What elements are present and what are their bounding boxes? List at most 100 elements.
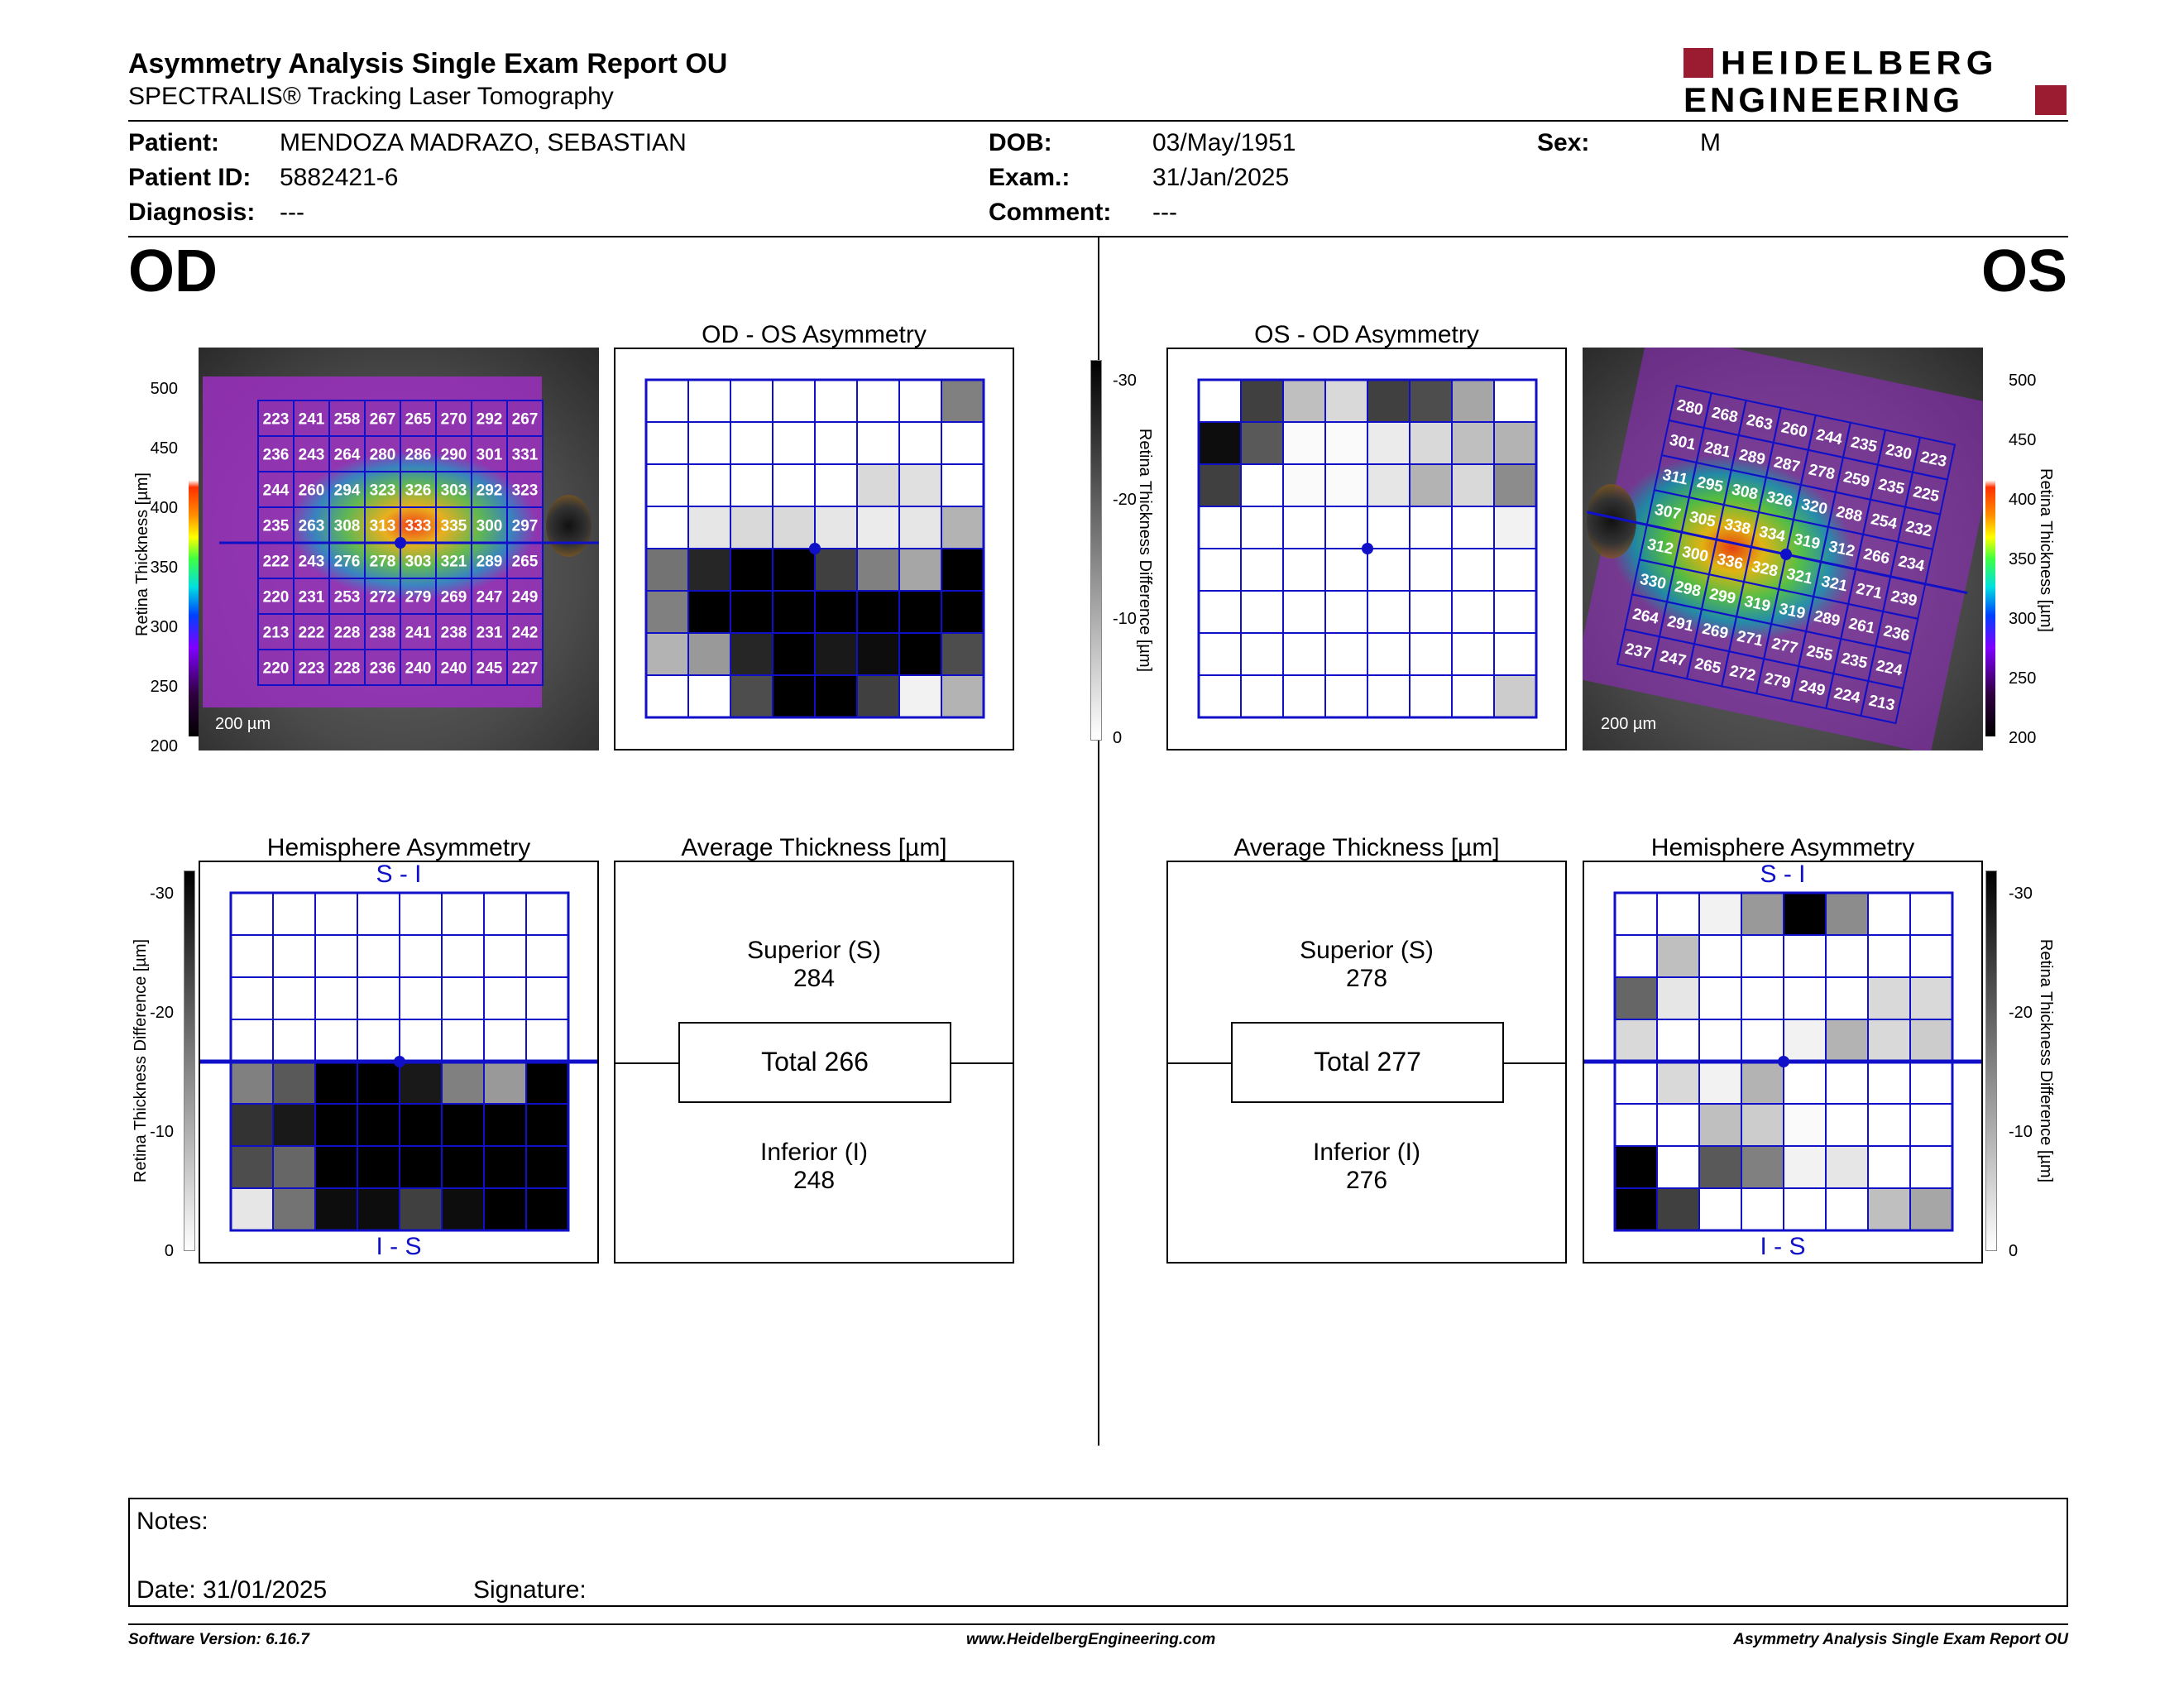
os-hemi-cell-6-2 [1698,1145,1742,1189]
os-map-value-3-7: 234 [1897,553,1927,575]
center-tick-10: -10 [1113,610,1137,628]
od-hemi-tick-10: -10 [150,1123,174,1141]
os-hemisphere-panel: S - I I - S [1583,861,1983,1264]
os-hemi-cell-2-3 [1741,976,1784,1020]
od-asym-cell-0-2 [730,379,774,423]
os-asym-cell-7-1 [1240,674,1284,718]
os-asym-cell-1-5 [1409,421,1453,465]
sex-label: Sex: [1537,129,1590,156]
od-hemi-cell-0-7 [525,892,569,936]
od-asym-cell-2-2 [730,463,774,507]
od-asym-cell-6-1 [687,632,731,676]
od-asym-cell-0-4 [814,379,858,423]
od-asym-cell-3-0 [645,506,689,549]
od-hemi-cell-7-6 [483,1187,527,1231]
os-map-value-0-7: 223 [1919,448,1948,471]
os-hemi-cell-0-6 [1867,892,1911,936]
od-hemi-cell-4-3 [357,1061,400,1105]
od-map-value-4-6: 289 [477,554,503,571]
od-hemi-cell-4-2 [314,1061,358,1105]
os-map-value-0-5: 235 [1849,434,1879,456]
os-map-value-1-3: 287 [1772,453,1801,476]
os-asym-cell-3-4 [1367,506,1410,549]
od-map-value-0-3: 267 [370,411,396,429]
os-asym-cell-7-2 [1282,674,1326,718]
od-map-value-4-0: 222 [263,554,290,571]
od-hemi-cell-1-3 [357,934,400,978]
od-map-value-0-1: 241 [299,411,325,429]
os-asym-cell-5-6 [1451,590,1495,634]
os-map-value-5-2: 299 [1707,586,1736,608]
os-map-value-2-1: 295 [1695,473,1725,496]
os-map-value-6-0: 264 [1631,606,1660,628]
os-asym-cell-0-4 [1367,379,1410,423]
os-hemi-cell-0-1 [1656,892,1700,936]
od-map-value-7-6: 245 [477,660,503,678]
od-map-value-6-1: 222 [299,625,325,642]
os-map-cell-7-7 [1860,679,1904,725]
od-hemi-cell-3-6 [483,1019,527,1062]
os-asym-cell-1-1 [1240,421,1284,465]
os-hemi-cell-6-3 [1741,1145,1784,1189]
os-asym-cell-4-5 [1409,548,1453,592]
os-hemi-cell-0-0 [1614,892,1658,936]
os-map-value-2-7: 232 [1904,518,1933,540]
od-inferior-label: Inferior (I) [759,1139,869,1166]
od-hemi-cell-3-1 [272,1019,316,1062]
os-asym-cell-5-2 [1282,590,1326,634]
sex-value: M [1700,129,1721,156]
os-asym-fovea-dot [1362,543,1373,554]
od-asym-cell-0-0 [645,379,689,423]
od-hemi-cell-4-1 [272,1061,316,1105]
footer-url[interactable]: www.HeidelbergEngineering.com [966,1631,1216,1648]
od-asym-cell-4-2 [730,548,774,592]
os-hemi-cell-1-7 [1909,934,1953,978]
os-map-value-6-1: 291 [1665,613,1695,635]
od-map-value-6-7: 242 [512,625,539,642]
os-hemi-cell-5-4 [1783,1103,1827,1147]
od-average-title: Average Thickness [µm] [681,834,947,861]
od-hemi-cell-4-7 [525,1061,569,1105]
od-hemi-cell-7-1 [272,1187,316,1231]
od-map-value-1-4: 286 [405,447,432,464]
os-map-horizontal-line [1587,511,1968,595]
os-hemi-cell-7-5 [1825,1187,1869,1231]
od-map-value-2-2: 294 [334,482,361,500]
os-tick-500: 500 [2009,372,2037,390]
os-asym-cell-0-1 [1240,379,1284,423]
od-map-value-7-5: 240 [441,660,467,678]
od-asym-cell-7-3 [772,674,816,718]
os-hemi-cell-5-2 [1698,1103,1742,1147]
os-hemi-cell-6-0 [1614,1145,1658,1189]
os-map-value-6-3: 271 [1736,628,1765,650]
os-hemi-cell-3-6 [1867,1019,1911,1062]
os-map-value-7-2: 265 [1693,655,1723,678]
os-hemi-cell-1-6 [1867,934,1911,978]
os-map-value-4-4: 321 [1785,565,1815,587]
os-map-value-3-1: 305 [1688,509,1717,531]
od-map-value-1-5: 290 [441,447,467,464]
os-hemi-cell-7-0 [1614,1187,1658,1231]
os-hemi-cell-6-7 [1909,1145,1953,1189]
os-map-value-2-4: 320 [1799,496,1828,518]
os-hemi-cell-4-7 [1909,1061,1953,1105]
os-asym-cell-3-7 [1493,506,1537,549]
od-hemi-cell-1-2 [314,934,358,978]
os-asymmetry-panel [1166,348,1567,750]
os-hemi-tick-20: -20 [2009,1004,2033,1022]
optic-disc-od [546,495,592,557]
od-asym-cell-5-0 [645,590,689,634]
od-asym-cell-1-6 [898,421,942,465]
os-asym-cell-5-3 [1324,590,1368,634]
notes-label: Notes: [136,1508,208,1535]
od-hemi-cell-6-2 [314,1145,358,1189]
os-asym-cell-4-1 [1240,548,1284,592]
od-asym-cell-7-7 [941,674,984,718]
os-asym-cell-2-7 [1493,463,1537,507]
os-map-value-2-3: 326 [1765,488,1794,511]
os-hemi-cell-1-3 [1741,934,1784,978]
os-asym-cell-0-0 [1198,379,1242,423]
od-hemi-cell-0-4 [399,892,443,936]
os-hemi-cell-2-5 [1825,976,1869,1020]
